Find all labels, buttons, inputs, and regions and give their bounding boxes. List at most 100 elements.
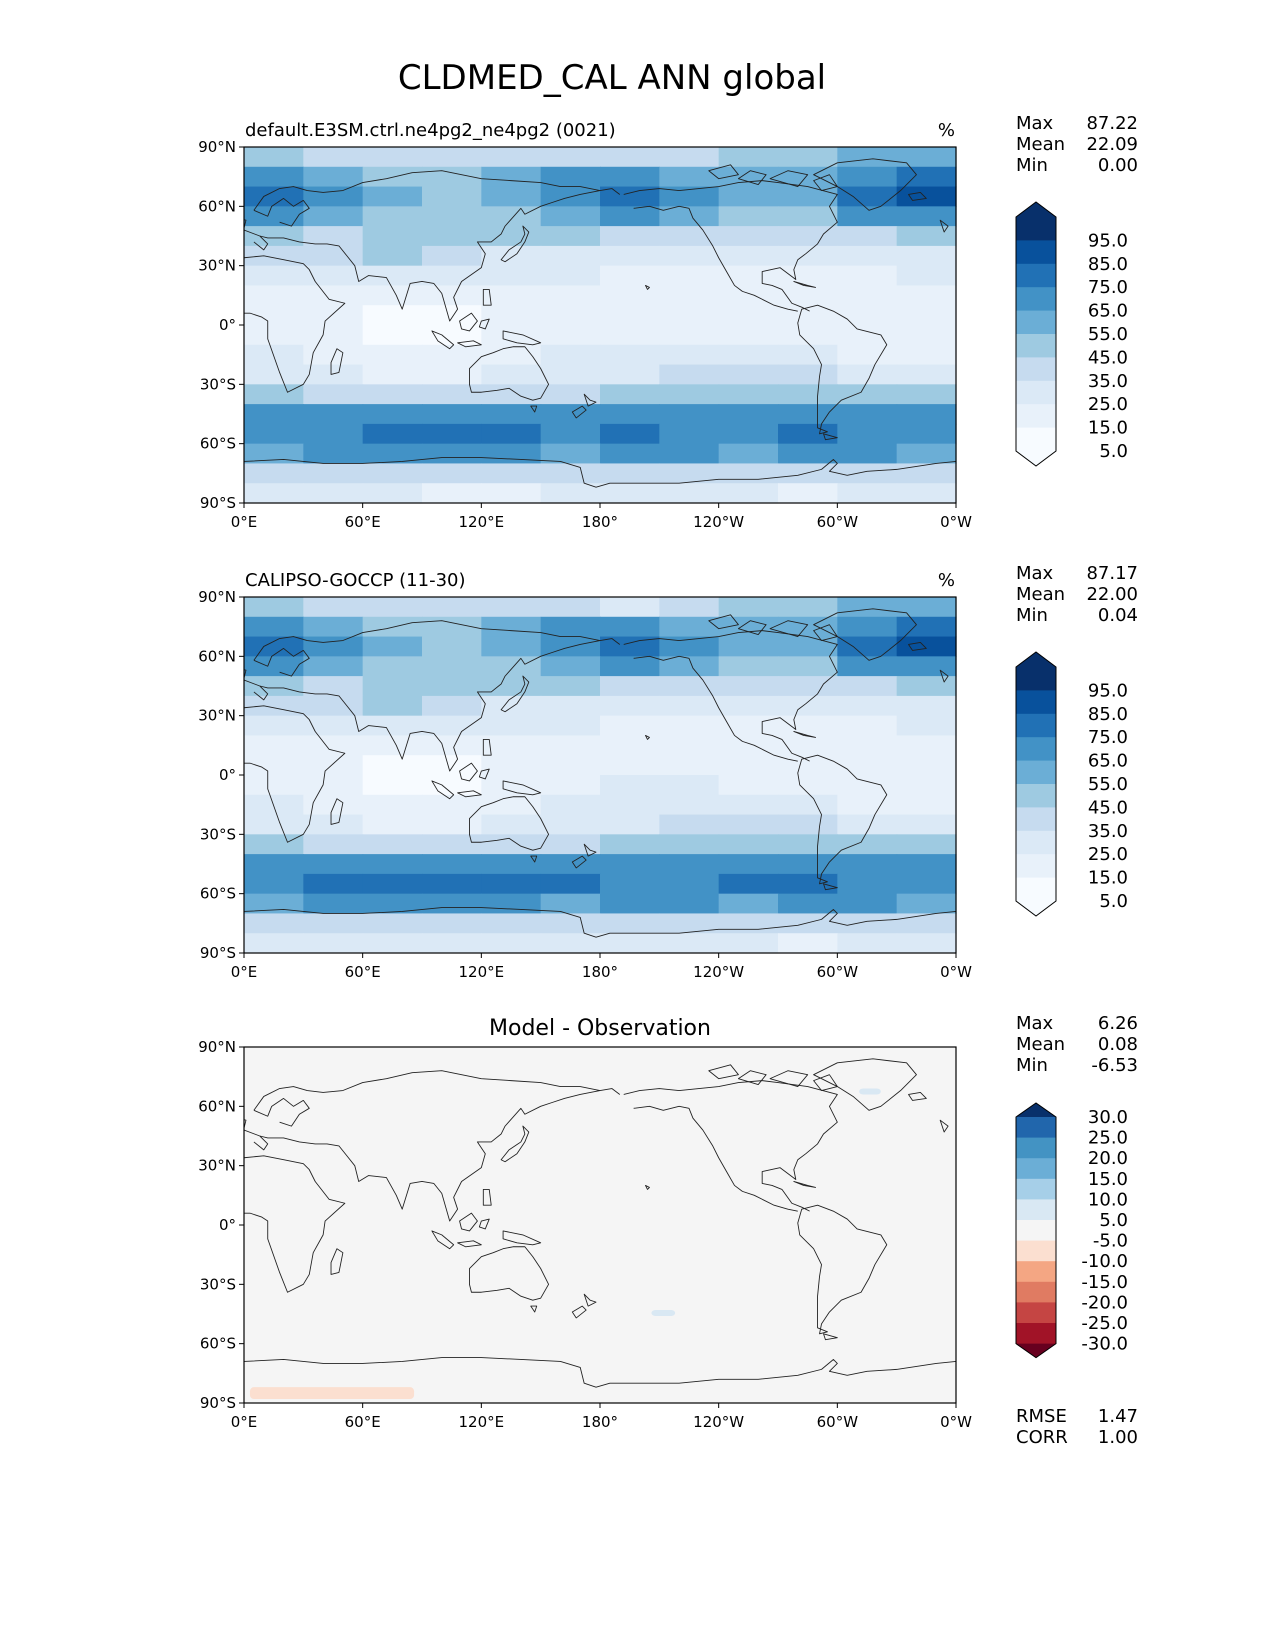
colorbar-segment xyxy=(1016,807,1056,832)
map-cell xyxy=(422,854,482,875)
map-cell xyxy=(481,893,542,915)
map-cell xyxy=(244,735,304,756)
map-cell xyxy=(540,305,601,326)
map-cell xyxy=(718,794,779,816)
map-cell xyxy=(303,775,364,796)
map-cell xyxy=(540,463,601,484)
map-cell xyxy=(362,676,423,697)
map-cell xyxy=(422,423,482,445)
map-cell xyxy=(778,695,838,717)
map-cell xyxy=(422,404,482,425)
stat-max-value: 6.26 xyxy=(1098,1013,1138,1034)
map-cell xyxy=(600,305,660,326)
map-cell xyxy=(659,695,720,717)
y-tick-label: 90°N xyxy=(198,1038,236,1056)
map-cell xyxy=(422,463,482,484)
map-cell xyxy=(303,933,364,954)
map-cell xyxy=(422,656,482,677)
map-cell xyxy=(718,166,779,188)
map-cell xyxy=(600,384,660,405)
map-cell xyxy=(362,325,423,346)
colorbar-segment xyxy=(1016,667,1056,691)
map-cell xyxy=(303,755,364,776)
colorbar-label: 55.0 xyxy=(1088,324,1128,345)
map-cell xyxy=(837,676,898,697)
map-cell xyxy=(896,147,957,168)
map-cell xyxy=(244,245,304,267)
colorbar-segment xyxy=(1016,1220,1056,1242)
map-cell xyxy=(481,463,542,484)
map-cell xyxy=(778,325,838,346)
map-cell xyxy=(481,873,542,895)
map-cell xyxy=(600,755,660,776)
map-cell xyxy=(778,344,838,366)
map-cell xyxy=(659,913,720,934)
map-cell xyxy=(837,206,898,227)
map-cell xyxy=(718,854,779,875)
map-cell xyxy=(422,364,482,385)
map-cell xyxy=(718,344,779,366)
map-cell xyxy=(422,893,482,915)
map-cell xyxy=(659,423,720,445)
map-cell xyxy=(718,656,779,677)
metric-rmse-value: 1.47 xyxy=(1098,1406,1138,1427)
map-cell xyxy=(540,265,601,287)
map-cell xyxy=(422,206,482,227)
map-cell xyxy=(244,794,304,816)
panel-title: CALIPSO-GOCCP (11-30) xyxy=(245,570,466,591)
map-cell xyxy=(896,305,957,326)
map-cell xyxy=(422,873,482,895)
map-cell xyxy=(540,285,601,306)
map-cell xyxy=(481,794,542,816)
map-cell xyxy=(837,913,898,934)
map-cell xyxy=(540,854,601,875)
map-cell xyxy=(600,676,660,697)
map-cell xyxy=(600,656,660,677)
map-cell xyxy=(422,226,482,247)
map-cell xyxy=(422,443,482,465)
colorbar-label: 15.0 xyxy=(1088,1169,1128,1190)
map-cell xyxy=(896,834,957,855)
colorbar-segment xyxy=(1016,334,1056,358)
x-tick-label: 180° xyxy=(582,963,618,981)
map-cell xyxy=(659,245,720,267)
map-cell xyxy=(303,794,364,816)
map-cell xyxy=(896,893,957,915)
map-cell xyxy=(659,166,720,188)
map-cell xyxy=(540,676,601,697)
map-cell xyxy=(778,735,838,756)
x-tick-label: 60°W xyxy=(817,963,859,981)
map-cell xyxy=(244,814,304,835)
map-cell xyxy=(837,443,898,465)
map-cell xyxy=(718,695,779,717)
x-tick-label: 0°W xyxy=(940,1413,972,1431)
map-cell xyxy=(837,305,898,326)
map-cell xyxy=(244,325,304,346)
y-tick-label: 30°N xyxy=(198,707,236,725)
map-cell xyxy=(303,443,364,465)
colorbar-label: 25.0 xyxy=(1088,844,1128,865)
x-tick-label: 0°E xyxy=(231,1413,258,1431)
map-cell xyxy=(481,913,542,934)
map-cell xyxy=(600,893,660,915)
colorbar-outline xyxy=(1015,651,1057,917)
map-cell xyxy=(244,147,304,168)
map-cell xyxy=(244,463,304,484)
map-background xyxy=(244,1047,956,1403)
map-cell xyxy=(896,913,957,934)
map-cell xyxy=(303,226,364,247)
map-cell xyxy=(600,794,660,816)
map-cell xyxy=(481,423,542,445)
x-tick-label: 0°W xyxy=(940,513,972,531)
map-cell xyxy=(896,206,957,227)
map-cell xyxy=(896,616,957,638)
stat-mean-value: 22.00 xyxy=(1086,584,1138,605)
map-cell xyxy=(600,147,660,168)
map-cell xyxy=(600,166,660,188)
map-cell xyxy=(837,147,898,168)
map-cell xyxy=(659,775,720,796)
map-cell xyxy=(422,755,482,776)
stat-max-value: 87.22 xyxy=(1086,113,1138,134)
map-cell xyxy=(303,305,364,326)
